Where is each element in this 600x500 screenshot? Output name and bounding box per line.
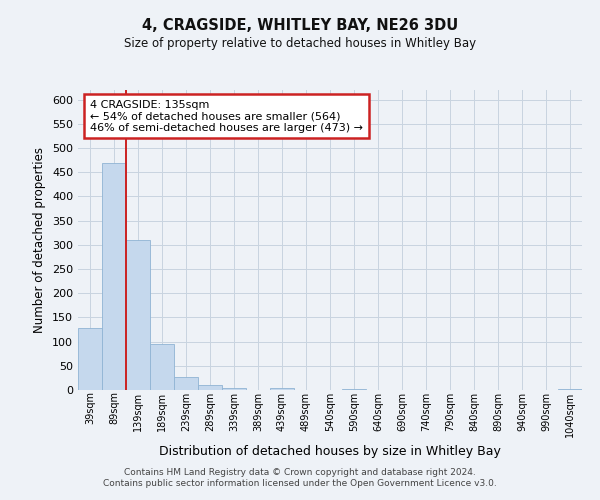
- Text: 4, CRAGSIDE, WHITLEY BAY, NE26 3DU: 4, CRAGSIDE, WHITLEY BAY, NE26 3DU: [142, 18, 458, 32]
- Bar: [558, 388, 582, 390]
- Bar: [198, 385, 222, 390]
- Bar: [342, 389, 366, 390]
- X-axis label: Distribution of detached houses by size in Whitley Bay: Distribution of detached houses by size …: [159, 445, 501, 458]
- Bar: [222, 388, 246, 390]
- Y-axis label: Number of detached properties: Number of detached properties: [34, 147, 46, 333]
- Text: 4 CRAGSIDE: 135sqm
← 54% of detached houses are smaller (564)
46% of semi-detach: 4 CRAGSIDE: 135sqm ← 54% of detached hou…: [90, 100, 363, 133]
- Bar: [78, 328, 102, 390]
- Bar: [174, 378, 198, 390]
- Bar: [150, 344, 174, 390]
- Text: Size of property relative to detached houses in Whitley Bay: Size of property relative to detached ho…: [124, 38, 476, 51]
- Bar: [270, 388, 294, 390]
- Bar: [102, 162, 126, 390]
- Text: Contains HM Land Registry data © Crown copyright and database right 2024.
Contai: Contains HM Land Registry data © Crown c…: [103, 468, 497, 487]
- Bar: [126, 240, 150, 390]
